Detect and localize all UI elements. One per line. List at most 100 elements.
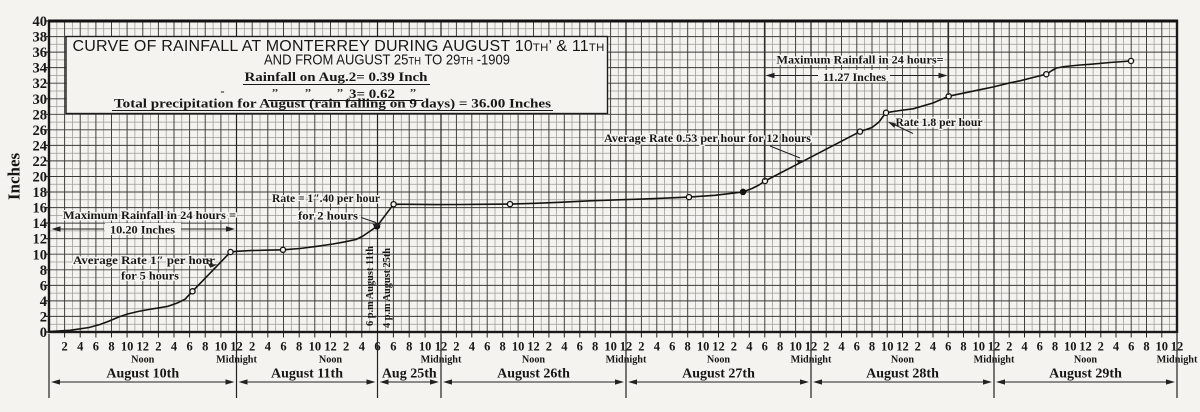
svg-text:2: 2 xyxy=(638,340,644,354)
svg-text:20: 20 xyxy=(33,170,48,186)
svg-text:-: - xyxy=(221,84,225,98)
svg-text:’’: ’’ xyxy=(272,87,279,99)
svg-text:4: 4 xyxy=(359,340,366,354)
svg-text:2: 2 xyxy=(40,309,47,325)
svg-text:6: 6 xyxy=(280,340,286,354)
svg-text:8: 8 xyxy=(869,340,875,354)
svg-text:10: 10 xyxy=(881,340,894,354)
svg-text:2: 2 xyxy=(62,340,68,354)
svg-text:6: 6 xyxy=(669,340,675,354)
svg-text:August 29th: August 29th xyxy=(1049,367,1122,382)
svg-text:12: 12 xyxy=(33,232,48,248)
svg-text:Noon: Noon xyxy=(131,355,155,366)
svg-text:4: 4 xyxy=(77,340,84,354)
svg-text:8: 8 xyxy=(777,340,783,354)
svg-text:8: 8 xyxy=(685,340,691,354)
svg-text:2: 2 xyxy=(731,340,737,354)
svg-text:3= 0.62: 3= 0.62 xyxy=(349,87,395,101)
svg-text:Noon: Noon xyxy=(1074,355,1098,366)
svg-text:6: 6 xyxy=(945,340,951,354)
svg-text:August 28th: August 28th xyxy=(866,367,939,382)
svg-text:4: 4 xyxy=(265,340,272,354)
svg-text:8: 8 xyxy=(202,340,208,354)
svg-text:6: 6 xyxy=(390,340,396,354)
svg-text:10: 10 xyxy=(215,340,228,354)
svg-text:August 27th: August 27th xyxy=(682,367,755,382)
svg-text:10: 10 xyxy=(1064,340,1077,354)
svg-text:August 26th: August 26th xyxy=(497,367,570,382)
svg-text:4: 4 xyxy=(654,340,661,354)
svg-text:6: 6 xyxy=(854,340,860,354)
svg-text:8: 8 xyxy=(1052,340,1058,354)
svg-text:0: 0 xyxy=(40,325,47,341)
svg-text:26: 26 xyxy=(33,123,48,139)
svg-text:18: 18 xyxy=(33,185,48,201)
svg-text:for 5 hours: for 5 hours xyxy=(121,271,180,283)
svg-text:Total precipitation for August: Total precipitation for August (rain fal… xyxy=(114,97,551,111)
svg-text:4: 4 xyxy=(746,340,753,354)
svg-text:10: 10 xyxy=(1156,340,1169,354)
svg-text:4: 4 xyxy=(40,294,47,310)
svg-text:2: 2 xyxy=(823,340,829,354)
svg-text:4: 4 xyxy=(561,340,568,354)
svg-text:Noon: Noon xyxy=(707,355,731,366)
svg-text:10: 10 xyxy=(121,340,134,354)
svg-text:August 11th: August 11th xyxy=(271,367,343,382)
svg-text:10: 10 xyxy=(697,340,710,354)
svg-text:8: 8 xyxy=(296,340,302,354)
svg-text:Maximum Rainfall in 24 hours =: Maximum Rainfall in 24 hours = xyxy=(63,210,236,222)
svg-text:6: 6 xyxy=(484,340,490,354)
svg-text:Noon: Noon xyxy=(522,355,546,366)
svg-text:6: 6 xyxy=(762,340,768,354)
svg-text:22: 22 xyxy=(33,154,48,170)
svg-text:6: 6 xyxy=(187,340,193,354)
svg-text:2: 2 xyxy=(915,340,921,354)
svg-text:Rate 1.8 per hour: Rate 1.8 per hour xyxy=(896,117,983,129)
svg-text:’’: ’’ xyxy=(305,87,312,99)
svg-text:11.27 Inches: 11.27 Inches xyxy=(823,72,887,84)
svg-text:30: 30 xyxy=(33,92,48,108)
svg-text:8: 8 xyxy=(500,340,506,354)
svg-text:2: 2 xyxy=(1006,340,1012,354)
svg-text:10: 10 xyxy=(789,340,802,354)
svg-text:6: 6 xyxy=(40,278,47,294)
svg-text:6: 6 xyxy=(1037,340,1043,354)
svg-text:12: 12 xyxy=(712,340,725,354)
svg-text:10.20 Inches: 10.20 Inches xyxy=(110,225,176,237)
svg-text:’’: ’’ xyxy=(410,87,417,99)
svg-text:6: 6 xyxy=(1128,340,1134,354)
svg-text:8: 8 xyxy=(1143,340,1149,354)
svg-text:August 10th: August 10th xyxy=(106,367,179,382)
svg-text:Noon: Noon xyxy=(319,355,343,366)
svg-text:10: 10 xyxy=(419,340,432,354)
svg-text:’’: ’’ xyxy=(337,87,344,99)
svg-text:24: 24 xyxy=(33,138,48,154)
svg-text:10: 10 xyxy=(973,340,986,354)
svg-text:6: 6 xyxy=(577,340,583,354)
svg-text:4: 4 xyxy=(1113,340,1120,354)
svg-text:12: 12 xyxy=(1079,340,1092,354)
svg-text:12: 12 xyxy=(527,340,540,354)
svg-text:Rainfall on Aug.2= 0.39 Inch: Rainfall on Aug.2= 0.39 Inch xyxy=(245,70,428,84)
svg-text:36: 36 xyxy=(33,45,48,61)
svg-text:Average Rate 1″ per hour: Average Rate 1″ per hour xyxy=(73,255,215,267)
svg-text:2: 2 xyxy=(1098,340,1104,354)
svg-text:10: 10 xyxy=(309,340,322,354)
svg-text:2: 2 xyxy=(546,340,552,354)
svg-text:4: 4 xyxy=(171,340,178,354)
svg-text:16: 16 xyxy=(33,201,48,217)
svg-text:Average Rate 0.53 per hour for: Average Rate 0.53 per hour for 12 hours xyxy=(604,133,812,145)
svg-text:8: 8 xyxy=(960,340,966,354)
svg-text:2: 2 xyxy=(343,340,349,354)
svg-text:8: 8 xyxy=(592,340,598,354)
svg-text:32: 32 xyxy=(33,76,48,92)
svg-text:40: 40 xyxy=(33,14,48,30)
svg-text:2: 2 xyxy=(453,340,459,354)
svg-text:Noon: Noon xyxy=(891,355,915,366)
svg-text:4: 4 xyxy=(1021,340,1028,354)
svg-text:10: 10 xyxy=(512,340,525,354)
svg-text:Rate = 1″.40 per hour: Rate = 1″.40 per hour xyxy=(272,193,380,205)
svg-text:8: 8 xyxy=(108,340,114,354)
svg-text:AND FROM AUGUST 25TH TO 29TH -: AND FROM AUGUST 25TH TO 29TH -1909 xyxy=(264,52,510,69)
svg-text:6 p.m August 11th: 6 p.m August 11th xyxy=(365,246,376,326)
